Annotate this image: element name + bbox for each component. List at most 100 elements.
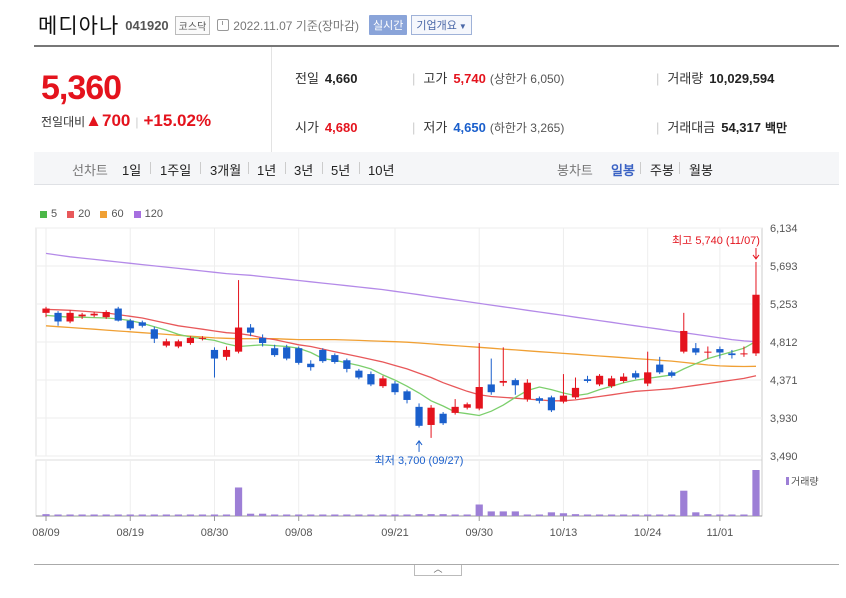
company-overview-button[interactable]: 기업개요 ▼ — [411, 15, 472, 35]
period-10y[interactable]: 10년 — [368, 163, 395, 178]
volume-bar — [728, 514, 736, 516]
volume-bar — [583, 514, 592, 516]
candle-chart-label[interactable]: 봉차트 — [557, 163, 593, 178]
candle-body — [451, 406, 459, 413]
stock-code: 041920 — [125, 17, 169, 33]
candle-body — [692, 348, 700, 353]
volume-bar — [90, 514, 98, 516]
period-5y[interactable]: 5년 — [331, 163, 351, 178]
change-label: 전일대비 — [41, 115, 86, 129]
candle-body — [499, 380, 507, 383]
high-annotation: 최고 5,740 (11/07) — [672, 234, 760, 247]
volume-bar — [102, 514, 110, 516]
candle-weekly[interactable]: 주봉 — [650, 163, 674, 178]
candle-body — [114, 308, 122, 321]
stock-name: 메디아나 — [38, 15, 120, 38]
volume-bar — [331, 514, 339, 516]
y-tick-label: 3,490 — [770, 451, 798, 463]
volume-bar — [174, 514, 182, 516]
candle-body — [307, 363, 315, 368]
amount-stat: | 거래대금 54,317 백만 — [656, 120, 788, 135]
low-value: 4,650 — [453, 120, 486, 135]
candle-body — [571, 387, 580, 398]
candle-body — [210, 349, 219, 359]
volume-value: 10,029,594 — [709, 71, 775, 86]
volume-bar — [271, 514, 279, 516]
volume-bar — [343, 514, 351, 516]
candle-body — [547, 397, 556, 411]
high-label: 고가 — [423, 71, 448, 86]
volume-bar — [78, 514, 86, 516]
candle-body — [271, 348, 279, 356]
candle-body — [716, 349, 724, 353]
volume-bar — [716, 514, 724, 516]
line-chart-label[interactable]: 선차트 — [72, 163, 108, 178]
candle-body — [78, 314, 86, 317]
volume-bar — [668, 514, 676, 516]
volume-bar — [42, 514, 50, 516]
ma5-line — [45, 314, 757, 417]
company-overview-label: 기업개요 — [416, 20, 457, 32]
current-price: 5,360 — [41, 69, 122, 107]
y-tick-label: 4,371 — [770, 375, 798, 387]
period-1y[interactable]: 1년 — [257, 163, 277, 178]
legend-ma60: 60 — [100, 208, 124, 220]
volume-bar — [66, 514, 74, 516]
volume-plot-frame — [35, 459, 763, 517]
volume-bar — [114, 514, 122, 516]
collapse-toggle[interactable]: ︿ — [414, 565, 462, 576]
candle-body — [644, 372, 652, 384]
candle-body — [668, 372, 676, 376]
period-1d[interactable]: 1일 — [122, 163, 142, 178]
candle-body — [295, 348, 303, 363]
candle-body — [704, 351, 712, 353]
candle-body — [319, 349, 327, 362]
volume-bar — [499, 511, 507, 516]
volume-bar — [355, 514, 363, 516]
volume-bar — [307, 514, 315, 516]
candle-body — [728, 353, 736, 356]
stock-title-row: 메디아나 041920 코스닥 2022.11.07 기준(장마감) 실시간 기… — [38, 10, 472, 40]
period-3y[interactable]: 3년 — [294, 163, 314, 178]
candle-monthly[interactable]: 월봉 — [689, 163, 713, 178]
candle-body — [126, 320, 134, 329]
volume-bar — [391, 514, 399, 516]
x-tick-label: 08/19 — [116, 527, 144, 539]
candle-body — [150, 329, 158, 339]
change-line: 전일대비▲700 | +15.02% — [41, 111, 212, 130]
volume-bar — [680, 490, 688, 516]
legend-ma120: 120 — [133, 208, 163, 220]
x-tick-label: 08/30 — [201, 527, 229, 539]
y-tick-label: 3,930 — [770, 413, 798, 425]
candle-daily[interactable]: 일봉 — [611, 163, 635, 178]
candle-body — [632, 373, 640, 378]
legend-ma5: 5 — [40, 208, 57, 220]
volume-bar — [222, 514, 231, 516]
ma20-line — [45, 308, 757, 402]
candle-body — [367, 374, 375, 385]
period-3m[interactable]: 3개월 — [210, 163, 242, 178]
volume-bar — [451, 514, 459, 516]
chart-period-toolbar: 선차트 1일 1주일 3개월 1년 3년 5년 10년 봉차트 일봉 주봉 월봉 — [34, 152, 839, 185]
candle-body — [620, 376, 628, 381]
x-tick-label: 08/09 — [32, 527, 60, 539]
prev-close-label: 전일 — [295, 71, 319, 86]
realtime-button[interactable]: 실시간 — [368, 15, 408, 35]
period-1w[interactable]: 1주일 — [160, 163, 192, 178]
volume-bar — [620, 514, 628, 516]
volume-bar — [295, 514, 303, 516]
amount-unit: 백만 — [765, 121, 788, 135]
volume-bar — [319, 514, 327, 516]
chevron-down-icon: ▼ — [458, 22, 467, 31]
candle-body — [162, 341, 170, 346]
candle-body — [186, 337, 195, 344]
y-tick-label: 6,134 — [770, 223, 798, 235]
amount-value: 54,317 — [721, 120, 761, 135]
volume-bar — [439, 514, 447, 516]
x-tick-label: 09/08 — [285, 527, 313, 539]
candle-body — [138, 322, 146, 326]
prev-close: 전일 4,660 — [295, 68, 357, 87]
volume-bar — [535, 514, 543, 516]
volume-bar — [644, 514, 652, 516]
